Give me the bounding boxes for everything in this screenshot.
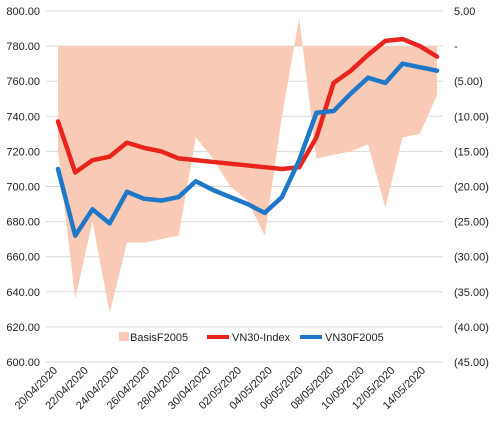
right-tick-label: - bbox=[454, 41, 458, 53]
series-line-vn30-index bbox=[55, 36, 440, 175]
right-tick-label: (10.00) bbox=[454, 111, 489, 123]
right-tick-label: (35.00) bbox=[454, 287, 489, 299]
left-tick-label: 700.00 bbox=[6, 182, 40, 194]
legend-label-vn30f: VN30F2005 bbox=[325, 332, 384, 344]
right-tick-label: (25.00) bbox=[454, 217, 489, 229]
left-axis: 600.00 620.00 640.00 660.00 680.00 700.00 720.… bbox=[6, 6, 40, 369]
right-tick-label: (30.00) bbox=[454, 252, 489, 264]
right-tick-label: (45.00) bbox=[454, 357, 489, 369]
right-axis: (45.00) (40.00) (35.00) (30.00) (25.00) (20.0… bbox=[454, 6, 489, 369]
left-tick-label: 720.00 bbox=[6, 146, 40, 158]
right-tick-label: 5.00 bbox=[454, 6, 475, 18]
series-line-vn30f2005 bbox=[55, 61, 440, 238]
right-tick-label: (20.00) bbox=[454, 182, 489, 194]
legend: BasisF2005 VN30-Index VN30F2005 bbox=[119, 332, 384, 344]
left-tick-label: 680.00 bbox=[6, 217, 40, 229]
left-tick-label: 640.00 bbox=[6, 287, 40, 299]
left-tick-label: 760.00 bbox=[6, 76, 40, 88]
left-tick-label: 740.00 bbox=[6, 111, 40, 123]
x-axis: 20/04/202022/04/202024/04/202026/04/2020… bbox=[13, 365, 428, 412]
left-tick-label: 780.00 bbox=[6, 41, 40, 53]
series-lines-layer bbox=[55, 36, 440, 238]
left-tick-label: 660.00 bbox=[6, 252, 40, 264]
left-tick-label: 600.00 bbox=[6, 357, 40, 369]
legend-label-basis: BasisF2005 bbox=[130, 332, 188, 344]
right-tick-label: (5.00) bbox=[454, 76, 483, 88]
right-tick-label: (15.00) bbox=[454, 146, 489, 158]
left-tick-label: 800.00 bbox=[6, 6, 40, 18]
legend-label-vn30-index: VN30-Index bbox=[232, 332, 291, 344]
right-tick-label: (40.00) bbox=[454, 322, 489, 334]
legend-swatch-basis bbox=[119, 332, 129, 341]
left-tick-label: 620.00 bbox=[6, 322, 40, 334]
